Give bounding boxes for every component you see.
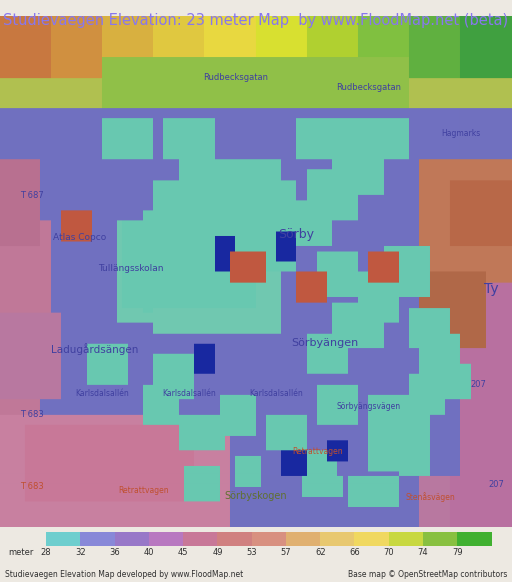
Bar [218,532,252,546]
Text: Sörbyängen: Sörbyängen [291,338,359,348]
Text: T 687: T 687 [20,191,44,200]
Text: 57: 57 [281,548,291,556]
Text: Tullängsskolan: Tullängsskolan [98,264,163,273]
Text: Rudbecksgatan: Rudbecksgatan [203,73,268,81]
Bar [286,532,320,546]
Text: Base map © OpenStreetMap contributors: Base map © OpenStreetMap contributors [348,570,507,579]
Bar [320,532,354,546]
Text: Sörby: Sörby [278,228,314,241]
Text: 32: 32 [75,548,86,556]
Text: 79: 79 [452,548,462,556]
Text: 70: 70 [383,548,394,556]
Bar [389,532,423,546]
Text: 45: 45 [178,548,188,556]
Text: 36: 36 [109,548,120,556]
Text: Studievaegen Elevation: 23 meter Map  by www.FloodMap.net (beta): Studievaegen Elevation: 23 meter Map by … [4,13,508,28]
Text: Sörbyskogen: Sörbyskogen [225,491,287,501]
Text: meter: meter [9,548,34,556]
Text: 28: 28 [41,548,51,556]
Text: Studievaegen Elevation Map developed by www.FloodMap.net: Studievaegen Elevation Map developed by … [5,570,243,579]
Text: Rudbecksgatan: Rudbecksgatan [336,83,401,92]
Text: Hagmarks: Hagmarks [441,129,480,138]
Text: Retrattvagen: Retrattvagen [118,487,168,495]
Text: T 683: T 683 [20,482,44,491]
Bar [46,532,80,546]
Text: 207: 207 [471,380,487,389]
Text: 40: 40 [144,548,154,556]
Bar [423,532,457,546]
Text: Retrattvagen: Retrattvagen [292,446,343,456]
Text: Karlsdalsallén: Karlsdalsallén [163,389,216,398]
Bar [354,532,389,546]
Text: 49: 49 [212,548,223,556]
Bar [252,532,286,546]
Text: Sörbyängsvägen: Sörbyängsvägen [336,402,401,411]
Text: 66: 66 [349,548,360,556]
Text: Atlas Copco: Atlas Copco [53,233,106,243]
Text: Stenåsvägen: Stenåsvägen [405,492,455,502]
Bar [80,532,115,546]
Bar [115,532,149,546]
Text: Ty: Ty [484,282,499,296]
Text: Ladugårdsängen: Ladugårdsängen [51,343,138,355]
Text: 62: 62 [315,548,326,556]
Bar [457,532,492,546]
Text: Karlsdalsallén: Karlsdalsallén [76,389,129,398]
Text: 207: 207 [488,480,505,489]
Text: 53: 53 [246,548,257,556]
Text: T 683: T 683 [20,410,44,419]
Text: Karlsdalsallén: Karlsdalsallén [250,389,303,398]
Text: 74: 74 [418,548,429,556]
Bar [149,532,183,546]
Bar [183,532,218,546]
